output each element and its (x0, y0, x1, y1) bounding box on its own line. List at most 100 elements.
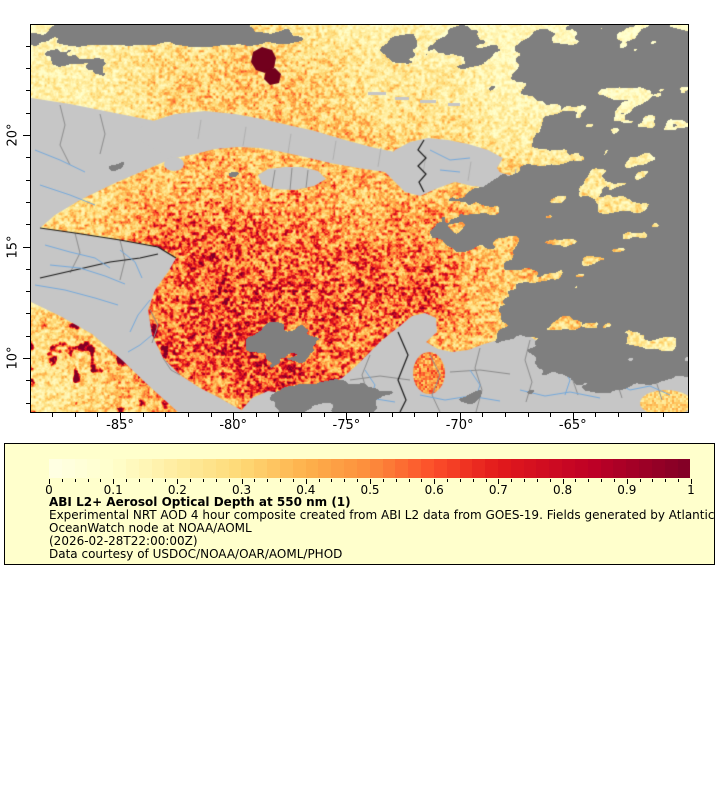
lon-minor-tick (436, 413, 438, 417)
colorbar-cell (536, 459, 550, 478)
lon-tick-label: -70° (445, 418, 474, 433)
colorbar-minor-tick (536, 479, 538, 482)
legend-description-line2: OceanWatch node at NOAA/AOML (49, 521, 252, 535)
lon-minor-tick (323, 413, 325, 417)
lat-major-tick (23, 246, 30, 248)
lon-minor-tick (301, 413, 303, 417)
colorbar-minor-tick (203, 479, 205, 482)
colorbar-cell (562, 459, 575, 478)
colorbar-minor-tick (331, 479, 333, 482)
colorbar-cell (228, 459, 242, 478)
lon-minor-tick (52, 413, 54, 417)
colorbar-tick-label: 1 (687, 483, 695, 497)
colorbar-cell (125, 459, 139, 478)
colorbar-cell (510, 459, 524, 478)
colorbar-cell (202, 459, 216, 478)
colorbar-tick-label: 0 (45, 483, 53, 497)
lat-minor-tick (26, 380, 30, 382)
colorbar-cell (344, 459, 357, 478)
lon-tick-label: -65° (558, 418, 587, 433)
colorbar-minor-tick (472, 479, 474, 482)
colorbar-cell (215, 459, 229, 478)
colorbar-minor-tick (357, 479, 359, 482)
colorbar-minor-tick (588, 479, 590, 482)
colorbar-tick-label: 0.3 (232, 483, 252, 497)
colorbar-cell (113, 459, 126, 478)
colorbar-cell (49, 459, 62, 478)
colorbar-minor-tick (126, 479, 128, 482)
colorbar-minor-tick (228, 479, 230, 482)
colorbar-minor-tick (395, 479, 397, 482)
lat-minor-tick (26, 90, 30, 92)
legend-title: ABI L2+ Aerosol Optical Depth at 550 nm … (49, 495, 351, 509)
lon-minor-tick (550, 413, 552, 417)
lon-minor-tick (210, 413, 212, 417)
colorbar-cell (626, 459, 640, 478)
colorbar-minor-tick (61, 479, 63, 482)
colorbar-cell (100, 459, 114, 478)
colorbar-cell (639, 459, 652, 478)
colorbar-cell (408, 459, 422, 478)
colorbar-minor-tick (100, 479, 102, 482)
legend-panel: 0 0.1 0.2 0.3 0.4 0.5 0.6 0.7 0.8 0.9 1 ABI L2+ Ae… (4, 443, 715, 565)
colorbar-major-tick (177, 479, 179, 484)
colorbar-cell (446, 459, 460, 478)
colorbar-minor-tick (524, 479, 526, 482)
colorbar (49, 459, 691, 478)
colorbar-cell (279, 459, 293, 478)
colorbar-major-tick (434, 479, 436, 484)
lat-minor-tick (26, 291, 30, 293)
lon-minor-tick (618, 413, 620, 417)
colorbar-cell (292, 459, 306, 478)
colorbar-minor-tick (74, 479, 76, 482)
colorbar-tick-label: 0.9 (617, 483, 637, 497)
colorbar-minor-tick (344, 479, 346, 482)
lon-tick-label: -85° (106, 418, 134, 433)
lon-minor-tick (640, 413, 642, 417)
lat-minor-tick (26, 157, 30, 159)
lon-minor-tick (414, 413, 416, 417)
lon-minor-tick (482, 413, 484, 417)
lat-major-tick (23, 135, 30, 136)
lon-minor-tick (504, 413, 506, 417)
colorbar-minor-tick (292, 479, 294, 482)
colorbar-minor-tick (639, 479, 641, 482)
lon-minor-tick (278, 413, 280, 417)
colorbar-minor-tick (254, 479, 256, 482)
colorbar-minor-tick (459, 479, 461, 482)
lat-minor-tick (26, 112, 30, 114)
colorbar-minor-tick (151, 479, 153, 482)
colorbar-major-tick (305, 479, 307, 484)
colorbar-tick-label: 0.2 (167, 483, 187, 497)
colorbar-minor-tick (652, 479, 654, 482)
lat-minor-tick (26, 268, 30, 270)
lat-minor-tick (26, 45, 30, 47)
colorbar-tick-label: 0.6 (424, 483, 444, 497)
colorbar-minor-tick (485, 479, 487, 482)
lon-major-tick (233, 413, 235, 420)
lat-minor-tick (26, 335, 30, 337)
colorbar-cell (613, 459, 627, 478)
colorbar-minor-tick (601, 479, 603, 482)
lon-minor-tick (391, 413, 393, 417)
colorbar-minor-tick (678, 479, 680, 482)
lat-minor-tick (26, 179, 30, 181)
colorbar-cell (190, 459, 203, 478)
lon-minor-tick (74, 413, 76, 417)
colorbar-tick-label: 0.7 (488, 483, 508, 497)
lon-minor-tick (663, 413, 665, 417)
lon-minor-tick (527, 413, 529, 417)
lon-minor-tick (142, 413, 144, 417)
colorbar-minor-tick (267, 479, 269, 482)
lon-tick-label: -80° (219, 418, 248, 433)
colorbar-cell (356, 459, 370, 478)
colorbar-cell (574, 459, 588, 478)
legend-credit: Data courtesy of USDOC/NOAA/OAR/AOML/PHO… (49, 547, 343, 561)
map-frame (30, 24, 689, 413)
lat-tick-label: 10° (5, 346, 21, 370)
colorbar-cell (61, 459, 75, 478)
colorbar-cell (382, 459, 396, 478)
colorbar-minor-tick (215, 479, 217, 482)
colorbar-cell (305, 459, 319, 478)
